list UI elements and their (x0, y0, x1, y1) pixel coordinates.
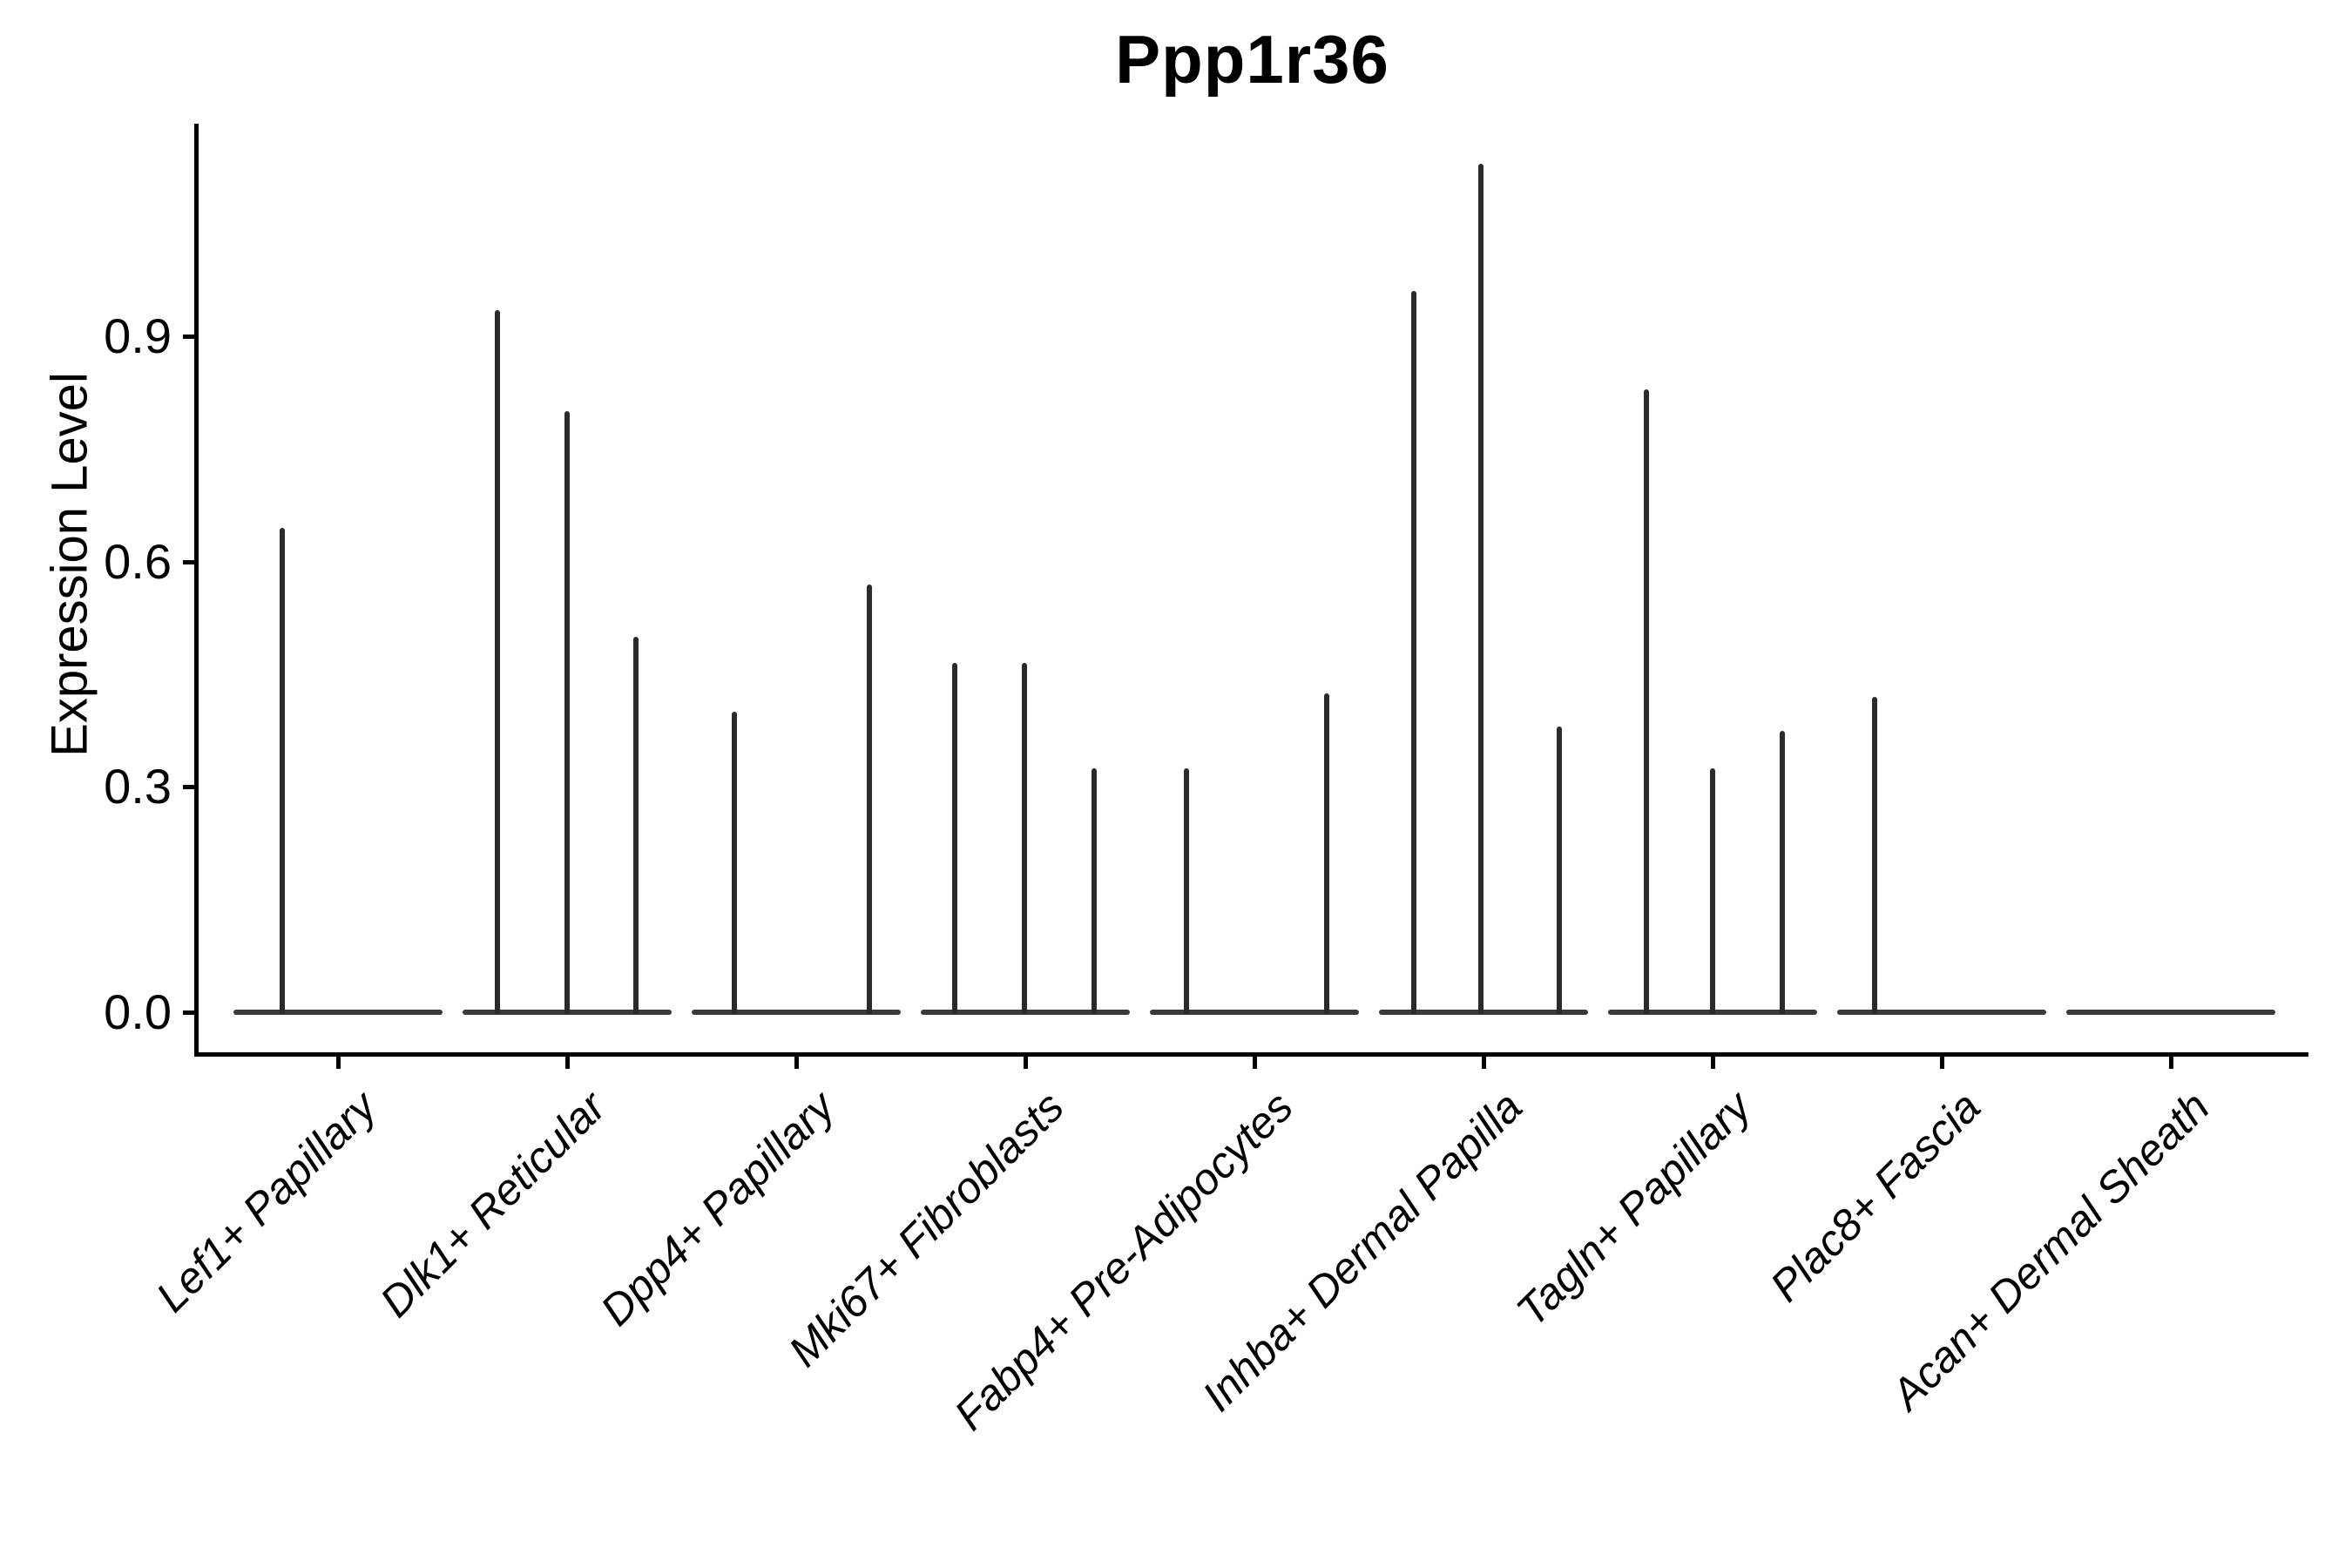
x-tick-label: Fabp4+ Pre-Adipocytes (944, 1082, 1302, 1440)
x-tick-label: Acan+ Dermal Sheath (1882, 1082, 2219, 1419)
x-tick (1940, 1057, 1944, 1069)
violin-spike (1644, 389, 1649, 1014)
x-tick (336, 1057, 341, 1069)
y-tick-label: 0.0 (104, 984, 172, 1039)
y-tick-label: 0.9 (104, 308, 172, 363)
plot-title: Ppp1r36 (1115, 21, 1389, 98)
violin-baseline (692, 1010, 901, 1015)
x-tick (565, 1057, 570, 1069)
violin-spike (1411, 291, 1416, 1014)
violin-spike (1184, 768, 1189, 1014)
x-tick-label: Dpp4+ Papillary (591, 1082, 844, 1335)
violin-spike (1872, 697, 1877, 1014)
x-tick (1711, 1057, 1715, 1069)
x-axis-line (194, 1052, 2308, 1057)
y-axis-line (194, 124, 199, 1057)
violin-spike (1478, 164, 1484, 1014)
violin-spike (732, 712, 737, 1014)
y-tick-label: 0.6 (104, 534, 172, 589)
x-tick (1253, 1057, 1257, 1069)
x-tick (2169, 1057, 2173, 1069)
y-tick (183, 560, 194, 564)
violin-baseline (2066, 1010, 2275, 1015)
x-tick (1024, 1057, 1028, 1069)
violin-spike (867, 585, 872, 1014)
y-tick (183, 785, 194, 789)
x-tick-label: Inhba+ Dermal Papilla (1193, 1082, 1531, 1421)
x-tick (794, 1057, 799, 1069)
violin-spike (1324, 693, 1329, 1014)
violin-spike (1022, 663, 1027, 1014)
y-tick (183, 335, 194, 339)
violin-spike (633, 637, 639, 1014)
violin-spike (1710, 768, 1715, 1014)
violin-spike (564, 411, 570, 1014)
x-tick-label: Tagln+ Papillary (1507, 1082, 1761, 1336)
y-tick (183, 1010, 194, 1015)
violin-spike (1557, 727, 1562, 1014)
y-tick-label: 0.3 (104, 759, 172, 814)
violin-baseline (233, 1010, 443, 1015)
violin-spike (1092, 768, 1097, 1014)
violin-baseline (1837, 1010, 2046, 1015)
violin-baseline (1379, 1010, 1588, 1015)
violin-spike (1780, 731, 1785, 1014)
x-tick (1482, 1057, 1486, 1069)
violin-spike (952, 663, 957, 1014)
violin-baseline (1150, 1010, 1359, 1015)
x-tick-label: Plac8+ Fascia (1761, 1082, 1990, 1311)
x-tick-label: Mki67+ Fibroblasts (779, 1082, 1073, 1376)
violin-spike (280, 528, 285, 1014)
violin-spike (495, 310, 500, 1014)
